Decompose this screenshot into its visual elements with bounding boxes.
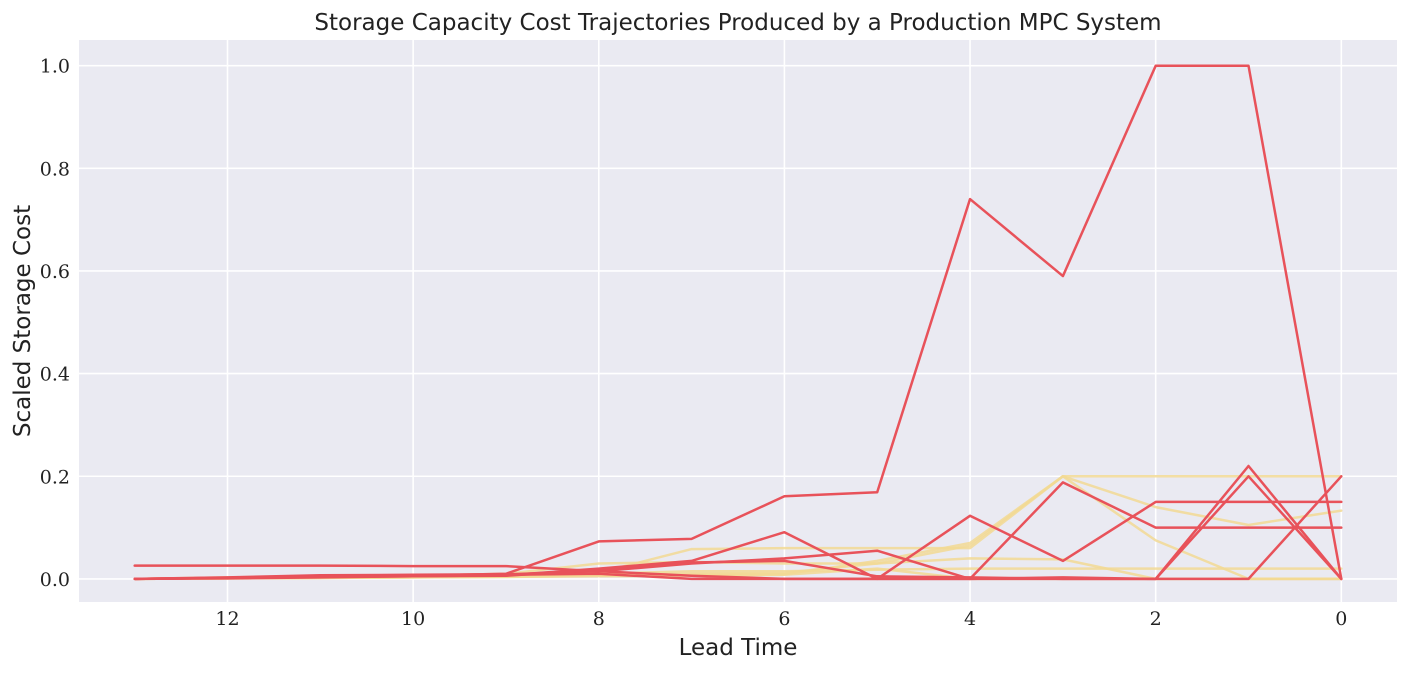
x-tick-labels: 12 10 8 6 4 2 0	[215, 608, 1347, 630]
y-tick-label: 0.2	[40, 466, 70, 488]
y-axis-label: Scaled Storage Cost	[10, 205, 36, 437]
y-tick-labels: 0.0 0.2 0.4 0.6 0.8 1.0	[40, 56, 70, 591]
series-line-red-6	[133, 464, 1343, 581]
x-axis-label: Lead Time	[679, 635, 798, 661]
y-tick-label: 1.0	[40, 56, 70, 78]
y-tick-label: 0.4	[40, 364, 70, 386]
highlight-series	[133, 64, 1343, 581]
x-tick-label: 12	[215, 608, 239, 630]
y-tick-label: 0.0	[40, 569, 70, 591]
y-tick-label: 0.8	[40, 158, 70, 180]
x-tick-label: 10	[401, 608, 425, 630]
x-tick-label: 6	[778, 608, 790, 630]
x-tick-label: 0	[1335, 608, 1347, 630]
y-tick-label: 0.6	[40, 261, 70, 283]
x-tick-label: 4	[964, 608, 976, 630]
chart-title: Storage Capacity Cost Trajectories Produ…	[314, 10, 1161, 36]
x-tick-label: 2	[1150, 608, 1162, 630]
x-tick-label: 8	[593, 608, 605, 630]
plot-background	[79, 40, 1397, 602]
